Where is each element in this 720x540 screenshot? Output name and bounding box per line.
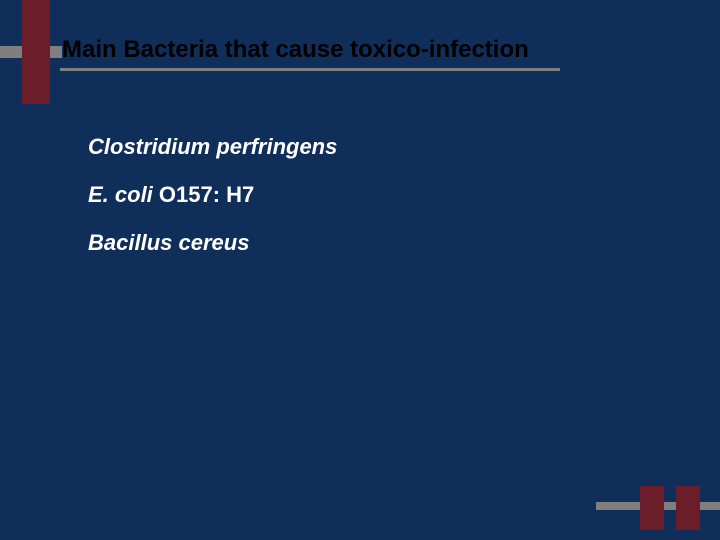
body-text-segment: Clostridium perfringens <box>88 134 337 159</box>
decor-bottom-maroon-1 <box>640 486 664 530</box>
body-text-segment: O157: H7 <box>153 182 255 207</box>
body-line-2: Bacillus cereus <box>88 230 249 256</box>
decor-bottom-maroon-2 <box>676 486 700 530</box>
body-text-segment: Bacillus cereus <box>88 230 249 255</box>
body-line-1: E. coli O157: H7 <box>88 182 254 208</box>
slide-title: Main Bacteria that cause toxico-infectio… <box>62 36 529 64</box>
title-underline <box>60 68 560 71</box>
decor-top-maroon-block <box>22 0 50 104</box>
body-line-0: Clostridium perfringens <box>88 134 337 160</box>
body-text-segment: E. coli <box>88 182 153 207</box>
slide: Main Bacteria that cause toxico-infectio… <box>0 0 720 540</box>
